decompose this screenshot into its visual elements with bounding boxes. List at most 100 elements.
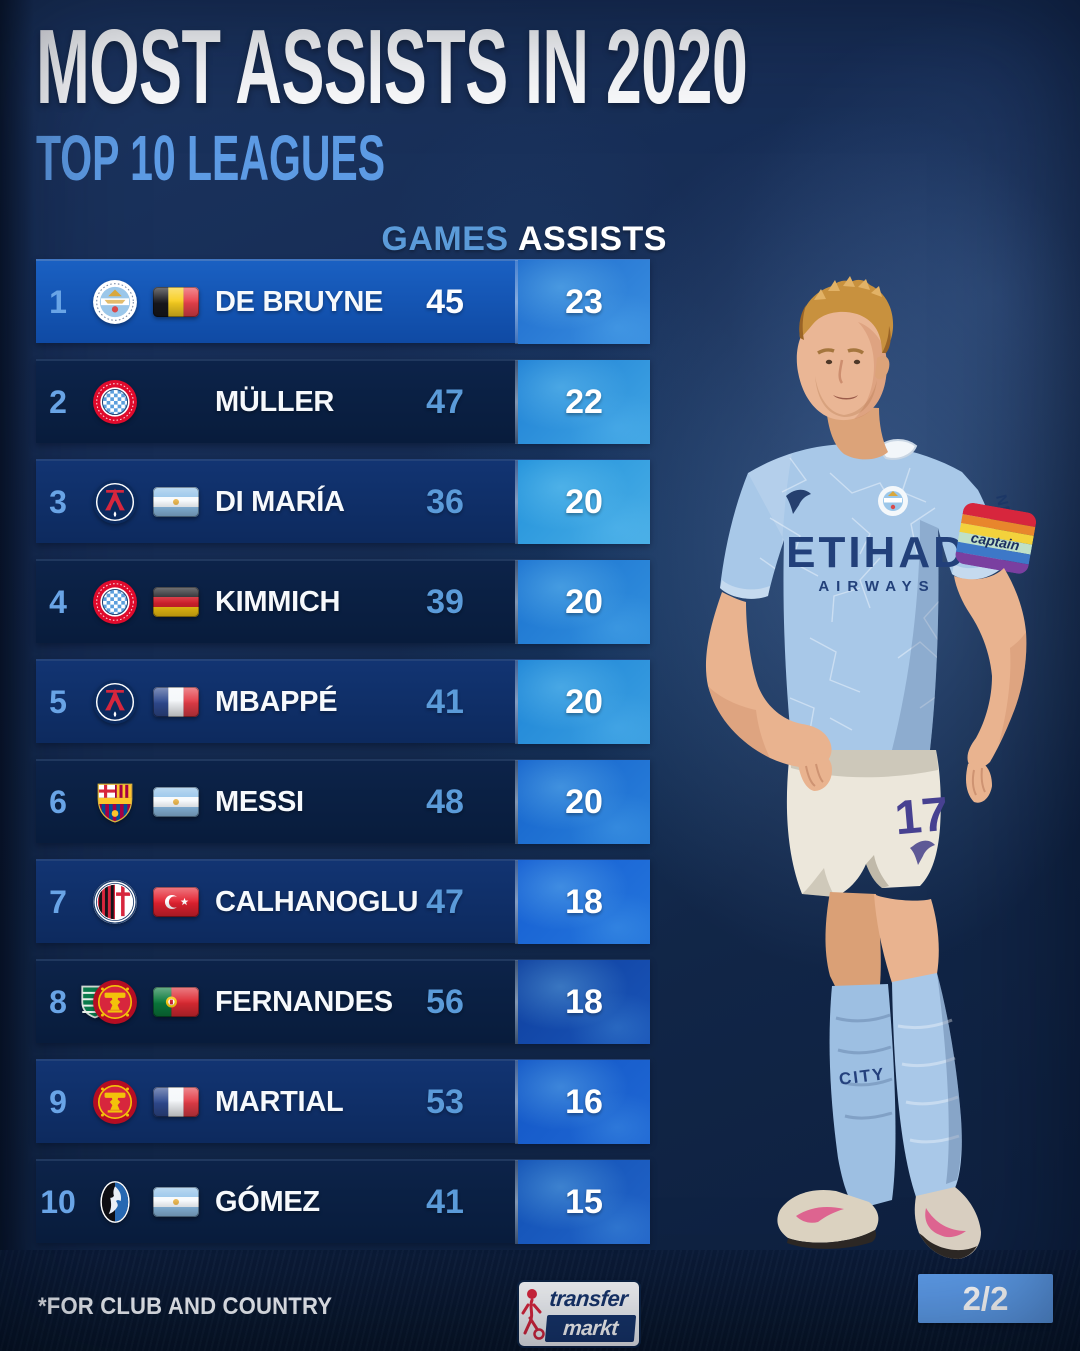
games-value: 41 bbox=[426, 1182, 464, 1221]
country-flag-icon bbox=[153, 887, 199, 917]
transfermarkt-logo-top: transfer bbox=[548, 1285, 629, 1311]
assists-cell: 18 bbox=[518, 860, 650, 944]
player-jersey: ETIHAD AIRWAYS NEXEN bbox=[720, 439, 1022, 750]
player-name: FERNANDES bbox=[215, 985, 393, 1018]
assists-value: 16 bbox=[565, 1082, 603, 1121]
club-badges bbox=[92, 579, 138, 625]
player-name: MARTIAL bbox=[215, 1085, 344, 1118]
games-value: 45 bbox=[426, 282, 464, 321]
assists-cell: 20 bbox=[518, 460, 650, 544]
shorts-puma-icon bbox=[910, 840, 935, 865]
jersey-sponsor-sub: AIRWAYS bbox=[818, 578, 935, 595]
club-badge-icon bbox=[92, 579, 138, 625]
column-divider bbox=[515, 860, 518, 944]
club-badges bbox=[92, 279, 138, 325]
rank-label: 5 bbox=[49, 683, 67, 720]
assists-value: 22 bbox=[565, 382, 603, 421]
assists-value: 20 bbox=[565, 582, 603, 621]
country-flag-icon bbox=[153, 987, 199, 1017]
column-divider bbox=[515, 760, 518, 844]
column-header-assists: ASSISTS bbox=[518, 220, 667, 258]
assists-cell: 18 bbox=[518, 960, 650, 1044]
games-value: 39 bbox=[426, 582, 464, 621]
rank-label: 4 bbox=[49, 583, 67, 620]
club-badges bbox=[92, 779, 138, 825]
column-divider bbox=[515, 660, 518, 744]
club-badge-icon bbox=[92, 479, 138, 525]
column-divider bbox=[515, 960, 518, 1044]
games-value: 47 bbox=[426, 882, 464, 921]
column-divider bbox=[515, 460, 518, 544]
club-badges bbox=[92, 479, 138, 525]
club-badges bbox=[92, 1079, 138, 1125]
player-photo: 17 CITY bbox=[630, 258, 1080, 1262]
player-name: CALHANOGLU bbox=[215, 885, 419, 918]
transfermarkt-logo-bottom: markt bbox=[544, 1315, 637, 1342]
footnote: *FOR CLUB AND COUNTRY bbox=[38, 1293, 333, 1320]
rank-label: 2 bbox=[49, 383, 67, 420]
assists-value: 23 bbox=[565, 282, 603, 321]
country-flag-icon bbox=[153, 1187, 199, 1217]
country-flag-icon bbox=[153, 787, 199, 817]
club-badges bbox=[92, 379, 138, 425]
assists-table: 1 DE BRUYNE 45 23 2 MÜLLER 47 22 3 DI MA… bbox=[36, 259, 650, 1259]
assists-cell: 16 bbox=[518, 1060, 650, 1144]
transfermarkt-logo: transfer markt bbox=[519, 1282, 639, 1346]
country-flag-icon bbox=[153, 287, 199, 317]
club-badge-icon bbox=[92, 979, 138, 1025]
club-crest-icon bbox=[878, 486, 908, 516]
assists-value: 20 bbox=[565, 782, 603, 821]
jersey-sponsor: ETIHAD bbox=[786, 528, 968, 577]
table-row: 3 DI MARÍA 36 20 bbox=[36, 459, 650, 544]
page-indicator-badge: 2/2 bbox=[918, 1274, 1053, 1323]
games-value: 41 bbox=[426, 682, 464, 721]
assists-cell: 23 bbox=[518, 260, 650, 344]
player-name: KIMMICH bbox=[215, 585, 341, 618]
shorts-number: 17 bbox=[893, 788, 951, 845]
club-badge-icon bbox=[92, 1079, 138, 1125]
country-flag-icon bbox=[153, 587, 199, 617]
column-divider bbox=[515, 560, 518, 644]
player-back-leg: CITY bbox=[777, 892, 896, 1249]
club-badge-icon bbox=[92, 379, 138, 425]
player-shorts: 17 bbox=[786, 750, 951, 897]
games-value: 48 bbox=[426, 782, 464, 821]
country-flag-icon bbox=[153, 1087, 199, 1117]
club-badges bbox=[92, 1179, 138, 1225]
club-badge-icon bbox=[92, 279, 138, 325]
table-row: 4 KIMMICH 39 20 bbox=[36, 559, 650, 644]
table-row: 10 GÓMEZ 41 15 bbox=[36, 1159, 650, 1244]
player-front-leg bbox=[874, 894, 981, 1259]
assists-cell: 20 bbox=[518, 760, 650, 844]
assists-value: 15 bbox=[565, 1182, 603, 1221]
jersey-puma-icon bbox=[786, 489, 811, 514]
rank-label: 3 bbox=[49, 483, 67, 520]
page-title: MOST ASSISTS IN 2020 bbox=[36, 8, 748, 126]
column-divider bbox=[515, 1160, 518, 1244]
table-row: 5 MBAPPÉ 41 20 bbox=[36, 659, 650, 744]
country-flag-icon bbox=[153, 487, 199, 517]
player-name: DE BRUYNE bbox=[215, 285, 384, 318]
player-arms bbox=[705, 568, 1027, 803]
club-badge-icon bbox=[92, 679, 138, 725]
player-name: DI MARÍA bbox=[215, 485, 345, 518]
assists-cell: 20 bbox=[518, 560, 650, 644]
club-badges bbox=[92, 879, 138, 925]
club-badge-icon bbox=[92, 879, 138, 925]
column-divider bbox=[515, 260, 518, 344]
table-row: 6 MESSI 48 20 bbox=[36, 759, 650, 844]
rank-label: 7 bbox=[49, 883, 67, 920]
table-row: 2 MÜLLER 47 22 bbox=[36, 359, 650, 444]
transfermarkt-figure-icon bbox=[521, 1289, 545, 1340]
background-left-shade bbox=[0, 0, 34, 1351]
rank-label: 9 bbox=[49, 1083, 67, 1120]
rank-label: 6 bbox=[49, 783, 67, 820]
assists-cell: 20 bbox=[518, 660, 650, 744]
table-row: 9 MARTIAL 53 16 bbox=[36, 1059, 650, 1144]
games-value: 36 bbox=[426, 482, 464, 521]
captain-armband: captain bbox=[953, 501, 1038, 576]
column-divider bbox=[515, 360, 518, 444]
assists-value: 20 bbox=[565, 482, 603, 521]
games-value: 56 bbox=[426, 982, 464, 1021]
